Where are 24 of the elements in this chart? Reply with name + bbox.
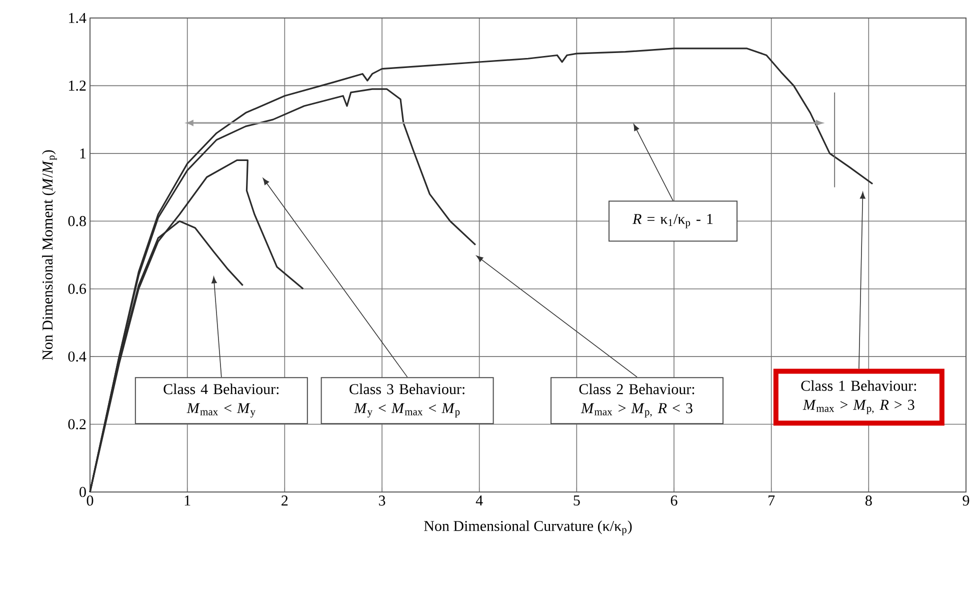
x-tick-label: 9 bbox=[962, 496, 970, 506]
annotation: R = κ$_{1}$/κ$_{p}$ - 1 bbox=[632, 214, 713, 228]
x-tick-label: 5 bbox=[574, 496, 580, 506]
text: Class 3 Behaviour: M$_{y}$ < M$_{max}$ < M$_{p}$ bbox=[350, 384, 464, 418]
annotation: Class 4 Behaviour: M$_{max}$ < M$_{y}$ bbox=[164, 384, 279, 418]
x-tick-label: 1 bbox=[184, 496, 190, 506]
y-tick-label: 1.4 bbox=[69, 12, 86, 24]
x-tick-label: 0 bbox=[86, 496, 94, 506]
y-tick-label: 0.6 bbox=[68, 284, 86, 294]
x-tick-label: 6 bbox=[670, 496, 678, 506]
x-tick-label: 2 bbox=[282, 496, 288, 506]
y-tick-label: 0.2 bbox=[68, 419, 86, 430]
x-tick-label: 8 bbox=[865, 496, 872, 506]
annotation: Class 2 Behaviour: M$_{max}$ > M$_{p,}$ R < 3 bbox=[579, 384, 694, 418]
y-tick-label: 1.2 bbox=[69, 80, 86, 91]
y-tick-label: 0.4 bbox=[68, 351, 86, 362]
x-axis-title: Non Dimensional Curvature (κ/κ$_{p}$) bbox=[424, 520, 632, 536]
y-tick-label: 0 bbox=[80, 486, 86, 498]
x-tick-label: 4 bbox=[476, 496, 483, 506]
annotation: Class 1 Behaviour: M$_{max}$ > M$_{p,}$ R > 3 bbox=[801, 380, 916, 414]
x-tick-label: 3 bbox=[378, 496, 386, 506]
x-tick-label: 7 bbox=[768, 496, 775, 506]
y-tick-label: 1 bbox=[80, 148, 86, 158]
y-tick-label: 0.8 bbox=[68, 216, 86, 226]
